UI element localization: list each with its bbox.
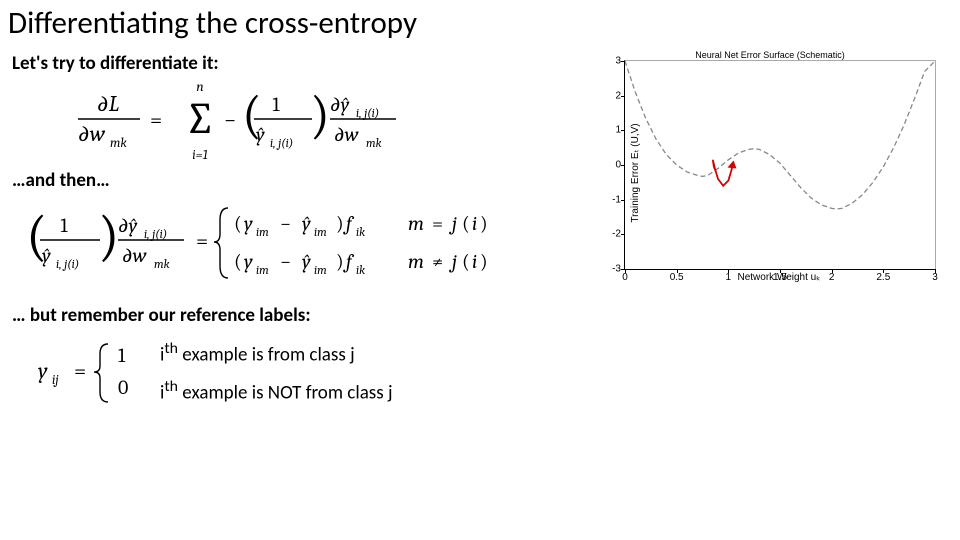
slide-title: Differentiating the cross-entropy — [8, 4, 417, 42]
line-2: …and then… — [12, 169, 582, 192]
svg-text:−: − — [224, 107, 236, 133]
eq3-case2: ith example is NOT from class j — [160, 371, 393, 409]
svg-text:ŷ: ŷ — [256, 123, 265, 146]
svg-text:ik: ik — [356, 263, 365, 277]
svg-text:y: y — [244, 250, 253, 273]
svg-text:i, j(i): i, j(i) — [144, 227, 167, 241]
svg-text:ŷ: ŷ — [302, 250, 311, 273]
svg-text:im: im — [256, 225, 269, 239]
line-1: Let's try to differentiate it: — [12, 52, 582, 75]
svg-text:i=1: i=1 — [192, 148, 207, 163]
svg-text:ik: ik — [356, 225, 365, 239]
svg-text:im: im — [314, 225, 327, 239]
svg-text:ij: ij — [52, 373, 59, 388]
equation-3: y ij = 1 0 ith example is from class j i… — [32, 333, 582, 410]
svg-text:y: y — [244, 212, 253, 235]
svg-text:mk: mk — [366, 136, 382, 150]
svg-text:0: 0 — [118, 376, 128, 399]
svg-text:i: i — [472, 212, 477, 235]
svg-text:im: im — [256, 263, 269, 277]
equation-1: ∂L ∂w mk = n ∑ i=1 − ( 1 ŷ i, j(i) ) ∂ŷ … — [72, 77, 582, 163]
svg-text:=: = — [150, 107, 162, 133]
svg-text:−: − — [280, 250, 291, 273]
eq3-case2-text: example is NOT from class j — [178, 382, 393, 405]
svg-text:): ) — [336, 212, 344, 235]
svg-text:1: 1 — [272, 93, 280, 116]
svg-text:j: j — [449, 250, 457, 273]
svg-text:ŷ: ŷ — [302, 212, 311, 235]
svg-text:∂w: ∂w — [122, 244, 147, 267]
svg-text:): ) — [480, 212, 488, 235]
svg-text:ŷ: ŷ — [42, 244, 51, 267]
svg-text:(: ( — [234, 250, 242, 273]
eq3-case1-text: example is from class j — [178, 343, 355, 366]
svg-text:mk: mk — [154, 257, 170, 271]
svg-text:=: = — [74, 358, 86, 384]
svg-text:∂w: ∂w — [78, 121, 106, 147]
svg-text:−: − — [280, 212, 291, 235]
svg-text:y: y — [38, 358, 48, 384]
svg-text:f: f — [343, 250, 355, 273]
svg-text:i, j(i): i, j(i) — [270, 136, 293, 150]
svg-text:): ) — [336, 250, 344, 273]
svg-text:i, j(i): i, j(i) — [56, 257, 79, 271]
svg-text:=: = — [196, 228, 208, 254]
svg-text:(: ( — [462, 250, 470, 273]
svg-text:): ) — [310, 85, 330, 145]
svg-text:1: 1 — [118, 344, 126, 367]
svg-text:): ) — [98, 204, 119, 268]
svg-text:i, j(i): i, j(i) — [356, 106, 379, 120]
svg-text:∂ŷ: ∂ŷ — [118, 214, 138, 237]
svg-text:∑: ∑ — [184, 93, 215, 144]
line-3: … but remember our reference labels: — [12, 304, 582, 327]
svg-text:1: 1 — [60, 214, 68, 237]
content-column: Let's try to differentiate it: ∂L ∂w mk … — [12, 46, 582, 412]
svg-text:∂w: ∂w — [334, 123, 359, 146]
error-surface-chart: Neural Net Error Surface (Schematic) Tra… — [590, 50, 950, 295]
equation-2: ( 1 ŷ i, j(i) ) ∂ŷ i, j(i) ∂w mk = ( y i… — [20, 194, 582, 294]
svg-text:(: ( — [462, 212, 470, 235]
plot-area: -3-2-1012300.511.522.53 — [624, 60, 936, 270]
svg-text:≠: ≠ — [432, 250, 443, 273]
svg-text:i: i — [472, 250, 477, 273]
eq3-case1: ith example is from class j — [160, 333, 393, 371]
svg-text:f: f — [343, 212, 355, 235]
svg-text:mk: mk — [110, 136, 127, 151]
svg-text:∂L: ∂L — [97, 91, 119, 117]
svg-text:m: m — [408, 250, 424, 273]
svg-text:=: = — [432, 212, 443, 235]
svg-text:∂ŷ: ∂ŷ — [330, 93, 350, 116]
svg-text:(: ( — [234, 212, 242, 235]
chart-title: Neural Net Error Surface (Schematic) — [590, 50, 950, 60]
svg-text:): ) — [480, 250, 488, 273]
svg-text:im: im — [314, 263, 327, 277]
svg-text:m: m — [408, 212, 424, 235]
svg-text:j: j — [449, 212, 457, 235]
